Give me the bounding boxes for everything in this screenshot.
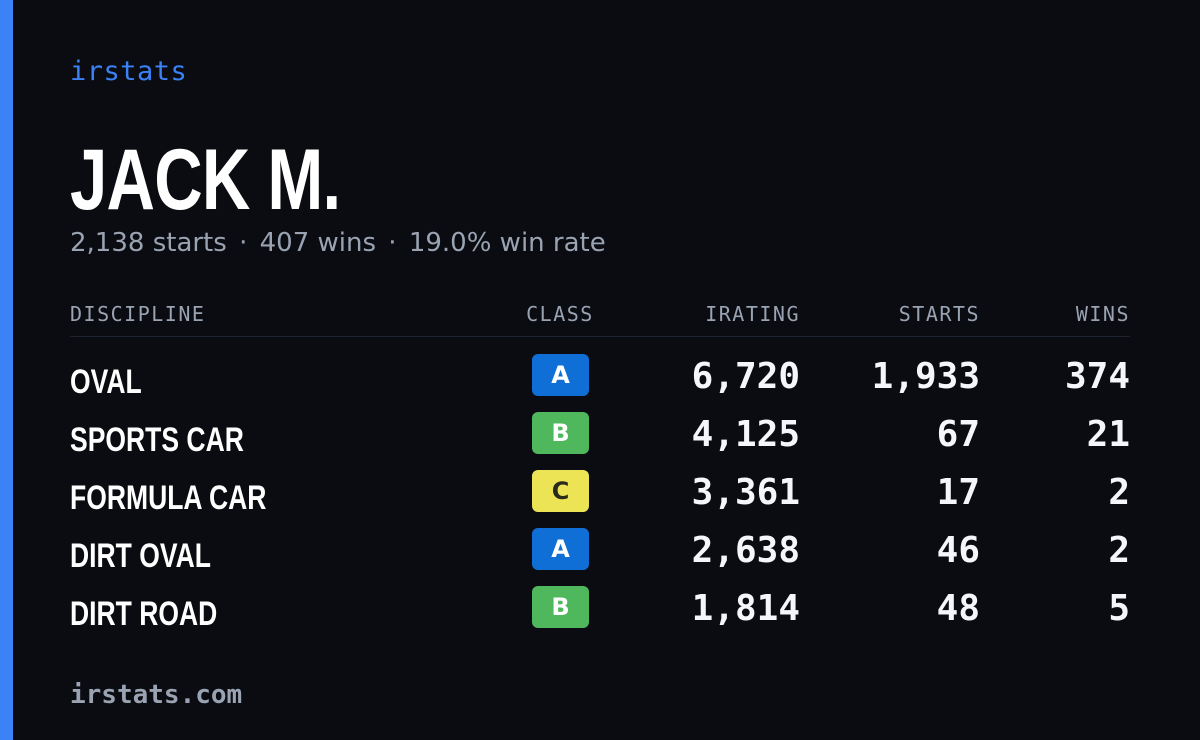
class-badge: B	[532, 586, 589, 628]
header-divider	[70, 336, 1130, 337]
discipline-name: DIRT ROAD	[70, 595, 218, 633]
discipline-name: DIRT OVAL	[70, 537, 211, 575]
starts-value: 46	[936, 530, 980, 571]
discipline-name: SPORTS CAR	[70, 421, 244, 459]
irating-value: 2,638	[691, 530, 800, 571]
summary-separator: ·	[239, 228, 248, 258]
brand-logo: irstats	[70, 56, 188, 87]
column-header-irating: IRATING	[705, 302, 800, 326]
wins-value: 2	[1108, 472, 1130, 513]
column-header-wins: WINS	[1075, 302, 1130, 326]
table-row: SPORTS CAR B 4,125 67 21	[0, 412, 1200, 470]
accent-bar	[0, 0, 13, 740]
starts-value: 48	[936, 588, 980, 629]
summary-win-rate: 19.0% win rate	[408, 228, 606, 258]
column-header-starts: STARTS	[898, 302, 980, 326]
starts-value: 67	[936, 414, 980, 455]
wins-value: 374	[1064, 356, 1130, 397]
summary-separator: ·	[388, 228, 397, 258]
column-header-discipline: DISCIPLINE	[70, 302, 206, 326]
irating-value: 4,125	[691, 414, 800, 455]
class-badge: A	[532, 528, 589, 570]
starts-value: 1,933	[871, 356, 980, 397]
driver-name: JACK M.	[70, 132, 341, 228]
column-header-class: CLASS	[526, 302, 594, 326]
wins-value: 5	[1108, 588, 1130, 629]
wins-value: 2	[1108, 530, 1130, 571]
irating-value: 1,814	[691, 588, 800, 629]
table-row: DIRT OVAL A 2,638 46 2	[0, 528, 1200, 586]
table-row: FORMULA CAR C 3,361 17 2	[0, 470, 1200, 528]
wins-value: 21	[1086, 414, 1130, 455]
irating-value: 6,720	[691, 356, 800, 397]
summary-wins: 407 wins	[259, 228, 377, 258]
driver-summary: 2,138 starts · 407 wins · 19.0% win rate	[70, 228, 606, 258]
discipline-name: FORMULA CAR	[70, 479, 267, 517]
footer-url: irstats.com	[70, 680, 243, 710]
irating-value: 3,361	[691, 472, 800, 513]
table-row: DIRT ROAD B 1,814 48 5	[0, 586, 1200, 644]
table-row: OVAL A 6,720 1,933 374	[0, 354, 1200, 412]
class-badge: C	[532, 470, 589, 512]
starts-value: 17	[936, 472, 980, 513]
class-badge: A	[532, 354, 589, 396]
summary-starts: 2,138 starts	[70, 228, 227, 258]
class-badge: B	[532, 412, 589, 454]
discipline-name: OVAL	[70, 363, 142, 401]
